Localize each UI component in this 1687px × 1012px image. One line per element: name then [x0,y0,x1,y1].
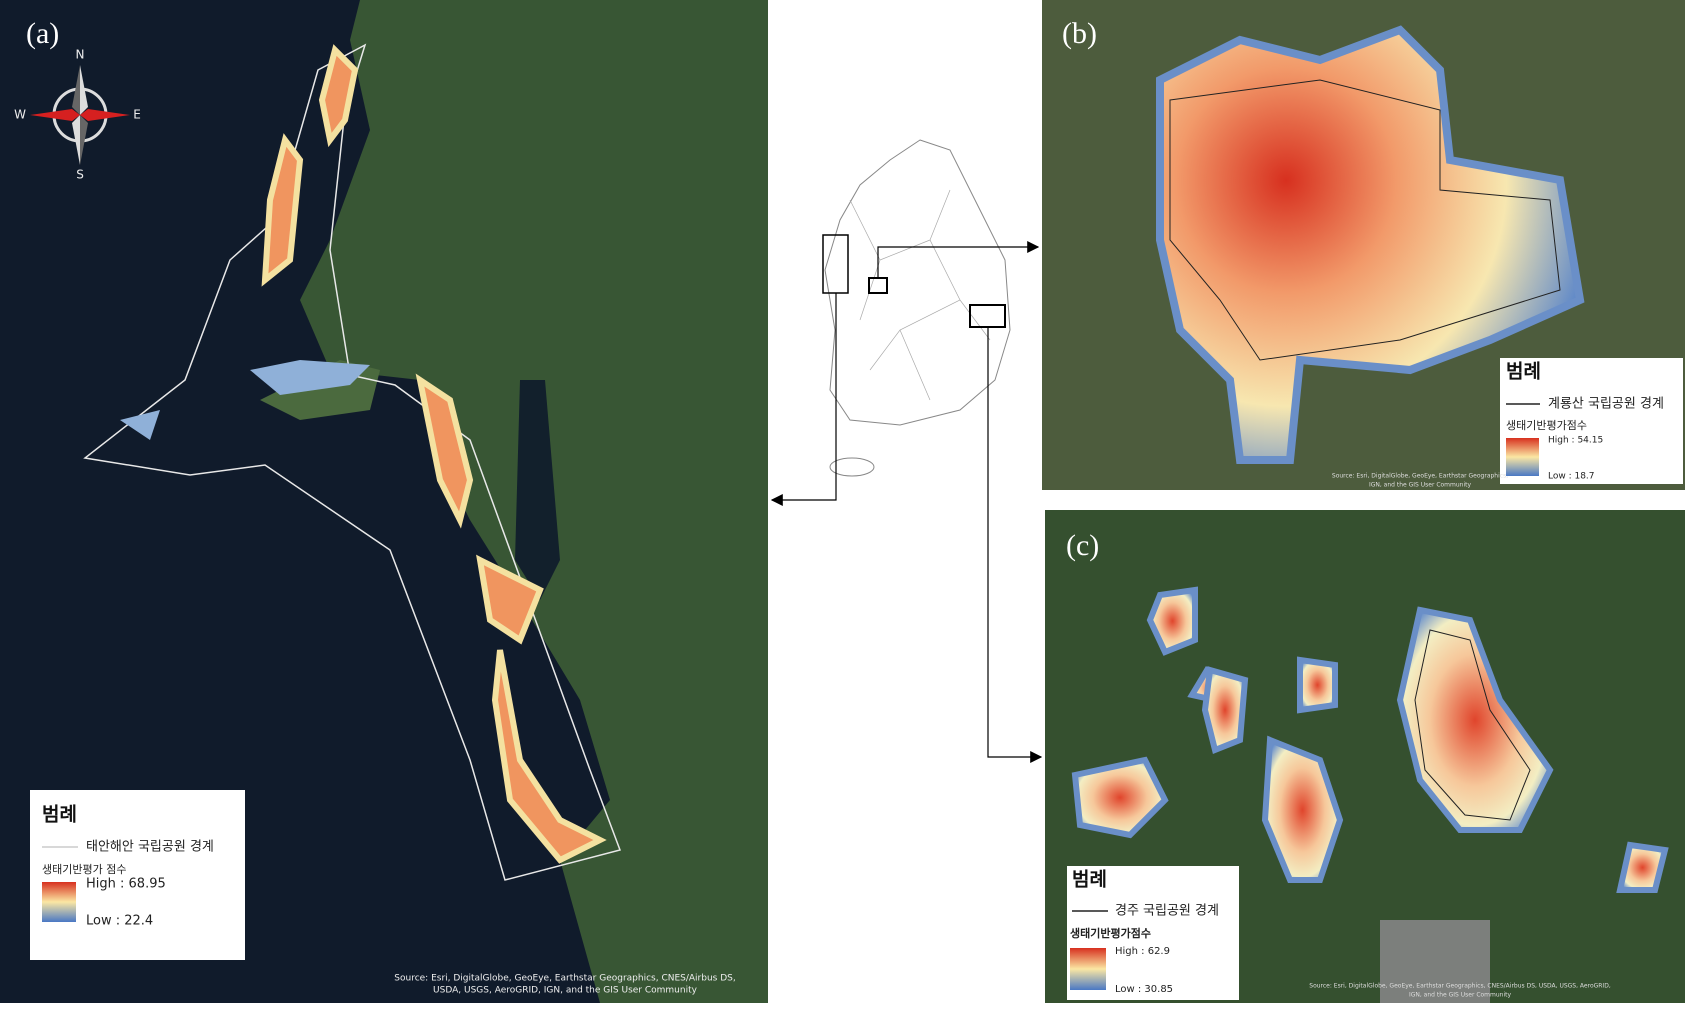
legend-high: High : 68.95 [86,877,166,892]
legend-title: 범례 [1506,361,1541,383]
legend-score-title: 생태기반평가점수 [1506,419,1587,432]
source: IGN, and the GIS User Community [1409,992,1512,999]
legend-high: High : 62.9 [1115,946,1170,957]
compass-w: W [14,108,26,122]
legend-score-title: 생태기반평가점수 [1070,926,1151,940]
source: USDA, USGS, AeroGRID, IGN, and the GIS U… [433,986,698,996]
source: IGN, and the GIS User Community [1369,482,1472,489]
legend: 범례 경주 국립공원 경계 생태기반평가점수 High : 62.9 Low :… [1067,866,1239,1000]
legend-low: Low : 22.4 [86,914,153,929]
source: Source: Esri, DigitalGlobe, GeoEye, Eart… [1309,983,1611,990]
compass-n: N [76,48,85,62]
compass-s: S [76,168,84,182]
overview-map [770,139,1043,763]
legend-low: Low : 30.85 [1115,984,1173,995]
compass: N S E W [14,48,141,182]
score-raster [1071,586,1669,893]
compass-e: E [133,108,141,122]
score-raster [261,44,607,864]
park-boundary [1169,79,1561,361]
legend-title: 범례 [1072,869,1107,891]
panel-b: (b) 범례 계룡산 국립공원 경계 생태기반평가점수 High : 54.15… [1042,0,1685,490]
bay [515,380,560,600]
source: Source: Esri, DigitalGlobe, GeoEye, Eart… [394,974,735,984]
score-raster [1156,25,1585,464]
panel-a: N S E W (a) 범례 태안해안 국립공원 경계 생태기반평가 점수 Hi… [0,0,768,1003]
legend: 범례 태안해안 국립공원 경계 생태기반평가 점수 High : 68.95 L… [30,790,245,960]
legend-title: 범례 [42,804,77,826]
panel-label: (c) [1066,529,1099,562]
legend-boundary: 계룡산 국립공원 경계 [1548,397,1664,412]
legend-score-title: 생태기반평가 점수 [42,863,126,876]
score-raster-low [120,360,370,440]
legend-boundary: 태안해안 국립공원 경계 [86,840,214,855]
park-boundary [1414,629,1531,821]
panel-c: (c) 범례 경주 국립공원 경계 생태기반평가점수 High : 62.9 L… [1045,510,1685,1003]
legend-high: High : 54.15 [1548,436,1603,446]
panel-label: (b) [1062,17,1097,50]
legend-boundary: 경주 국립공원 경계 [1115,904,1219,919]
panel-label: (a) [26,17,59,50]
legend-low: Low : 18.7 [1548,472,1595,482]
source: Source: Esri, DigitalGlobe, GeoEye, Eart… [1332,473,1508,480]
legend: 범례 계룡산 국립공원 경계 생태기반평가점수 High : 54.15 Low… [1500,358,1683,484]
